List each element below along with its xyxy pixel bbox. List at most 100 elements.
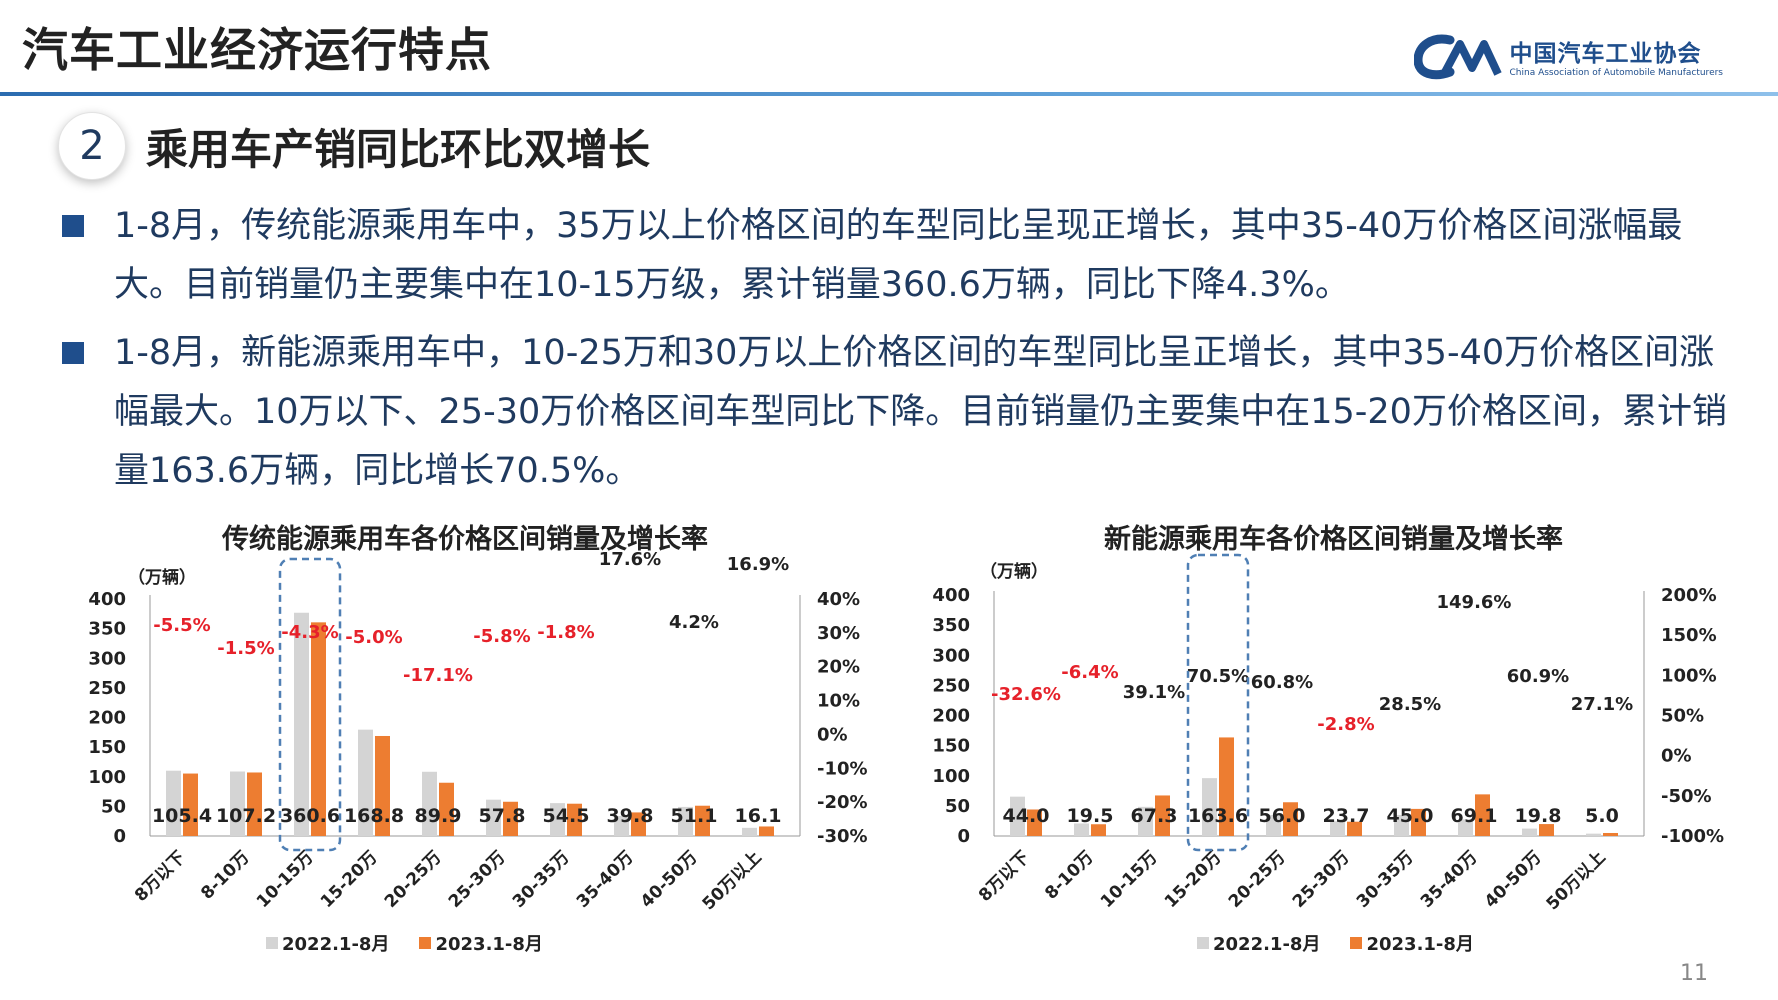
bar-2022 <box>1074 823 1089 836</box>
bar-2023 <box>1155 795 1170 836</box>
growth-rate-label: 60.8% <box>1251 672 1313 693</box>
logo-cn-text: 中国汽车工业协会 <box>1509 41 1702 67</box>
legend-item-2023: 2023.1-8月 <box>419 930 543 956</box>
bar-2022 <box>422 771 437 836</box>
y2-tick-label: 50% <box>1661 706 1704 727</box>
y2-tick-label: -100% <box>1661 826 1724 847</box>
bullet-text: 1-8月，传统能源乘用车中，35万以上价格区间的车型同比呈现正增长，其中35-4… <box>114 206 1683 305</box>
category-label: 10-15万 <box>253 847 318 912</box>
bar-value-label: 105.4 <box>152 805 212 827</box>
bar-2023 <box>1091 824 1106 836</box>
bar-value-label: 54.5 <box>543 805 590 827</box>
y-tick-label: 100 <box>88 767 126 788</box>
y2-tick-label: 0% <box>1661 746 1692 767</box>
bar-2023 <box>1347 821 1362 836</box>
caam-logo-icon <box>1413 34 1502 80</box>
bar-value-label: 107.2 <box>216 805 276 827</box>
growth-rate-label: 16.9% <box>727 554 789 575</box>
bar-value-label: 16.1 <box>735 805 782 827</box>
bar-value-label: 51.1 <box>671 805 718 827</box>
y2-tick-label: -30% <box>817 826 868 847</box>
bar-2022 <box>1010 796 1025 836</box>
category-label: 8-10万 <box>1041 847 1097 903</box>
bar-2022 <box>614 815 629 836</box>
growth-rate-label: 39.1% <box>1123 682 1185 703</box>
category-label: 15-20万 <box>317 847 382 912</box>
bar-2022 <box>678 806 693 836</box>
category-label: 15-20万 <box>1161 847 1226 912</box>
bar-value-label: 69.1 <box>1451 805 1498 827</box>
bullet-square-icon <box>62 215 84 237</box>
bar-2022 <box>1266 814 1281 836</box>
caam-logo: 中国汽车工业协会 China Association of Automobile… <box>1413 30 1723 82</box>
bullet-square-icon <box>62 342 84 364</box>
bar-2022 <box>1522 828 1537 836</box>
y2-tick-label: 40% <box>817 589 860 610</box>
bar-2023 <box>695 805 710 836</box>
growth-rate-label: -1.8% <box>537 622 594 643</box>
page-title: 汽车工业经济运行特点 <box>22 23 492 77</box>
y-tick-label: 150 <box>932 736 970 757</box>
y2-tick-label: 150% <box>1661 625 1717 646</box>
y2-tick-label: 30% <box>817 623 860 644</box>
bar-value-label: 39.8 <box>607 805 654 827</box>
growth-rate-label: -5.0% <box>345 627 402 648</box>
section-title: 乘用车产销同比环比双增长 <box>146 124 651 174</box>
bar-2022 <box>294 612 309 836</box>
bar-2023 <box>439 782 454 836</box>
bar-2023 <box>247 772 262 836</box>
page-number: 11 <box>1680 961 1708 986</box>
growth-rate-label: 28.5% <box>1379 694 1441 715</box>
bar-value-label: 19.8 <box>1515 805 1562 827</box>
bar-2022 <box>358 729 373 836</box>
logo-en-text: China Association of Automobile Manufact… <box>1509 68 1723 78</box>
y-tick-label: 350 <box>932 615 970 636</box>
y2-tick-label: 200% <box>1661 585 1717 606</box>
legend-swatch-gray <box>1197 937 1209 949</box>
growth-rate-label: -6.4% <box>1061 662 1118 683</box>
bullet-item: 1-8月，新能源乘用车中，10-25万和30万以上价格区间的车型同比呈正增长，其… <box>62 324 1732 501</box>
growth-rate-label: 70.5% <box>1187 666 1249 687</box>
growth-rate-label: -2.8% <box>1317 714 1374 735</box>
bar-2022 <box>166 770 181 836</box>
bar-2023 <box>1603 832 1618 836</box>
category-label: 25-30万 <box>445 847 510 912</box>
category-label: 50万以上 <box>1543 847 1610 914</box>
y-tick-label: 400 <box>932 585 970 606</box>
bar-2022 <box>550 803 565 836</box>
chart-nev: 0 50 100 150 200 250 300 350 400 -100% -50% 0% 50% 10… <box>932 553 1724 914</box>
category-label: 40-50万 <box>637 847 702 912</box>
bar-2022 <box>742 827 757 836</box>
legend-item-2022: 2022.1-8月 <box>1197 930 1320 956</box>
section-number: 2 <box>58 112 126 180</box>
bar-value-label: 19.5 <box>1067 805 1114 827</box>
bar-2022 <box>1586 833 1601 836</box>
chart-unit-nev: （万辆） <box>980 562 1048 582</box>
growth-rate-label: -5.8% <box>473 626 530 647</box>
y-tick-label: 250 <box>932 675 970 696</box>
bullet-item: 1-8月，传统能源乘用车中，35万以上价格区间的车型同比呈现正增长，其中35-4… <box>62 197 1732 315</box>
bar-2023 <box>1283 802 1298 836</box>
chart-title-nev: 新能源乘用车各价格区间销量及增长率 <box>1104 524 1563 555</box>
bar-2023 <box>759 826 774 836</box>
category-label: 30-35万 <box>509 847 574 912</box>
category-label: 8-10万 <box>197 847 253 903</box>
legend-swatch-orange <box>1350 937 1363 949</box>
bar-2022 <box>1330 821 1345 836</box>
legend-item-2022: 2022.1-8月 <box>266 930 389 956</box>
bar-value-label: 56.0 <box>1259 805 1306 827</box>
bar-value-label: 45.0 <box>1387 805 1434 827</box>
legend-nev: 2022.1-8月 2023.1-8月 <box>1197 930 1504 956</box>
y-tick-label: 150 <box>88 737 126 758</box>
growth-rate-label: 4.2% <box>669 612 719 633</box>
y-tick-label: 400 <box>88 589 126 610</box>
bar-value-label: 57.8 <box>479 805 526 827</box>
bar-2023 <box>567 803 582 836</box>
bar-2023 <box>1411 808 1426 836</box>
header-divider <box>0 92 1778 96</box>
bar-2023 <box>503 801 518 836</box>
bar-value-label: 67.3 <box>1131 805 1178 827</box>
legend-label: 2022.1-8月 <box>282 934 390 955</box>
bullet-text: 1-8月，新能源乘用车中，10-25万和30万以上价格区间的车型同比呈正增长，其… <box>114 333 1727 491</box>
bar-2023 <box>1027 809 1042 836</box>
